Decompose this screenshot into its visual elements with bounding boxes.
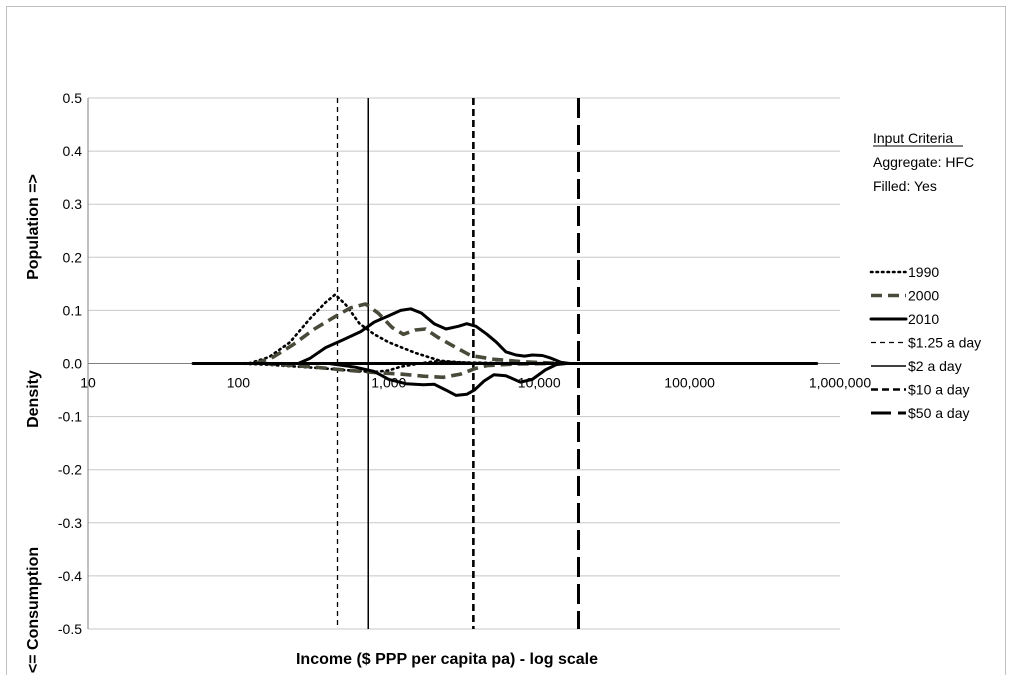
input-criteria-heading: Input Criteria xyxy=(873,130,953,146)
y-tick-label: 0.2 xyxy=(63,249,83,265)
legend: 1990 2000 2010 $1.25 a day $2 a day $10 a day… xyxy=(869,264,981,421)
chart-frame xyxy=(6,6,1006,675)
legend-label-10-a-day: $10 a day xyxy=(908,382,970,398)
y-tick-label: -0.2 xyxy=(58,462,82,478)
y-tick-label: -0.3 xyxy=(58,515,82,531)
y-tick-label: -0.5 xyxy=(58,621,82,637)
input-criteria-aggregate: Aggregate: HFC xyxy=(873,154,974,170)
input-criteria: Input Criteria Aggregate: HFC Filled: Ye… xyxy=(873,130,974,194)
y-axis-title-top: Population => xyxy=(25,174,42,280)
x-tick-label: 100,000 xyxy=(664,375,715,391)
y-tick-label: 0.0 xyxy=(63,356,83,372)
legend-label-2010: 2010 xyxy=(908,311,939,327)
x-tick-label: 10 xyxy=(80,375,96,391)
density-series xyxy=(191,293,819,397)
y-tick-label: 0.3 xyxy=(63,196,83,212)
input-criteria-filled: Filled: Yes xyxy=(873,178,937,194)
series-2000-population xyxy=(254,302,566,366)
legend-label-2-a-day: $2 a day xyxy=(908,358,962,374)
x-axis-title: Income ($ PPP per capita pa) - log scale xyxy=(296,651,598,668)
y-axis-title-middle: Density xyxy=(25,370,42,428)
series-2010-consumption xyxy=(327,362,568,397)
y-tick-label: -0.4 xyxy=(58,568,82,584)
x-tick-label: 1,000,000 xyxy=(809,375,871,391)
series-1990-population xyxy=(237,293,541,365)
legend-label-1990: 1990 xyxy=(908,264,939,280)
y-axis-title: <= Consumption Density Population => xyxy=(25,174,42,673)
x-tick-label: 100 xyxy=(227,375,251,391)
y-tick-label: 0.1 xyxy=(63,302,83,318)
y-tick-label: 0.5 xyxy=(63,90,83,106)
gridlines xyxy=(87,97,840,630)
x-tick-label: 10,000 xyxy=(518,375,561,391)
series-2000-consumption xyxy=(264,361,552,380)
x-axis-ticks: 10 100 1,000 10,000 100,000 1,000,000 xyxy=(80,375,871,391)
series-2010-population xyxy=(296,307,572,365)
series-1990-consumption xyxy=(237,360,567,374)
x-tick-label: 1,000 xyxy=(371,375,406,391)
legend-label-1-25-a-day: $1.25 a day xyxy=(908,335,981,351)
y-tick-label: -0.1 xyxy=(58,409,82,425)
legend-label-2000: 2000 xyxy=(908,288,939,304)
y-axis-title-bottom: <= Consumption xyxy=(25,547,42,673)
y-axis-ticks: 0.5 0.4 0.3 0.2 0.1 0.0 -0.1 -0.2 -0.3 -0.4 -0.5 xyxy=(58,90,82,637)
y-tick-label: 0.4 xyxy=(63,143,83,159)
legend-label-50-a-day: $50 a day xyxy=(908,405,970,421)
